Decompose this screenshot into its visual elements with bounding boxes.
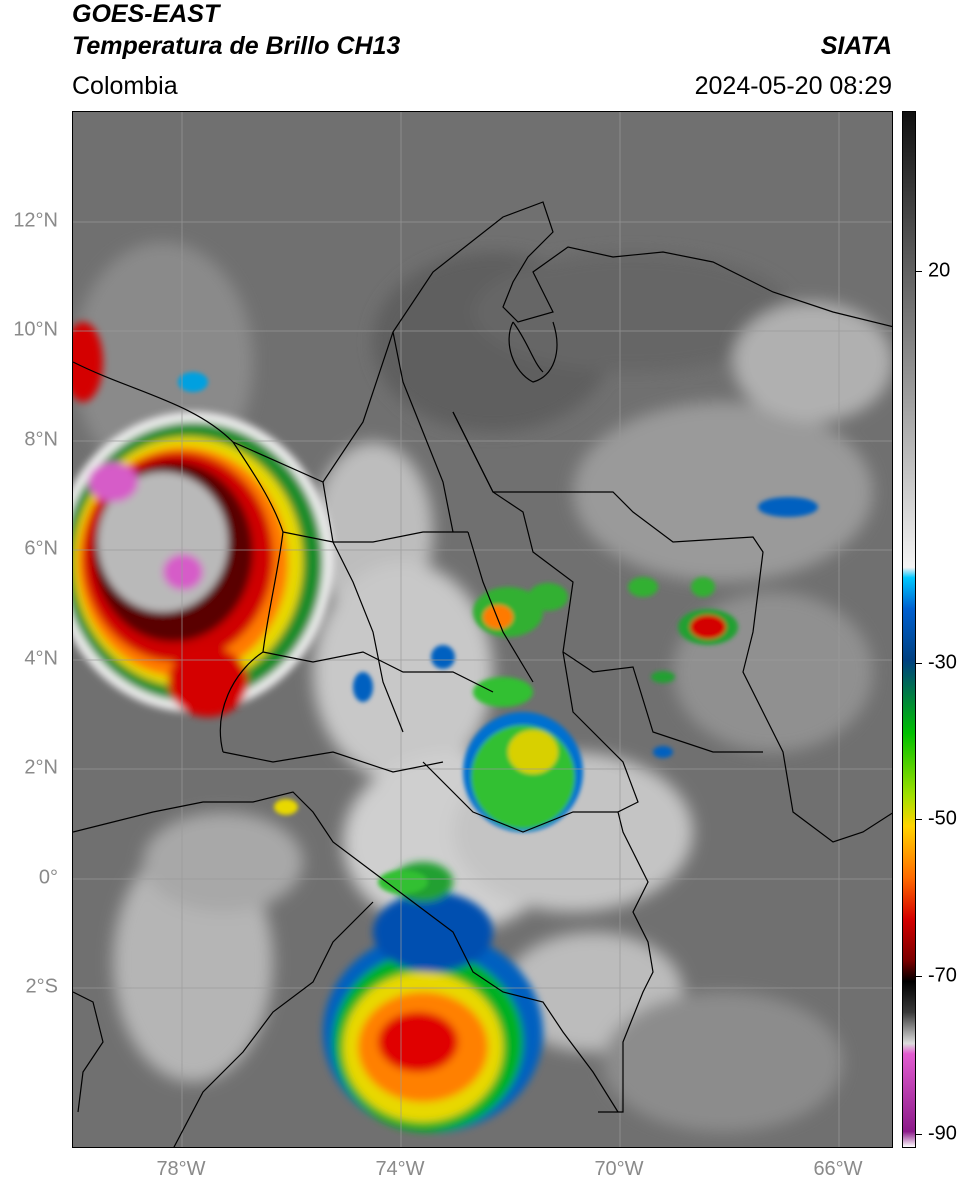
map-grid	[73, 112, 892, 1147]
lat-label-2s: 2°S	[25, 975, 58, 998]
colorbar-tick-minus70	[916, 976, 922, 977]
lon-label-66w: 66°W	[813, 1158, 863, 1180]
borders	[73, 201, 892, 1147]
timestamp-label: 2024-05-20 08:29	[694, 72, 892, 100]
map-canvas	[73, 112, 892, 1147]
colorbar-label-minus90: -90	[928, 1122, 957, 1145]
lat-label-6n: 6°N	[24, 537, 58, 560]
colorbar-label-minus30: -30	[928, 651, 957, 674]
lat-label-12n: 12°N	[13, 209, 58, 232]
colorbar-label-minus70: -70	[928, 964, 957, 987]
lon-label-74w: 74°W	[375, 1158, 425, 1180]
colorbar-label-minus50: -50	[928, 807, 957, 830]
lat-label-0: 0°	[38, 866, 58, 889]
lat-label-2n: 2°N	[24, 756, 58, 779]
organization-label: SIATA	[820, 32, 892, 60]
lat-label-10n: 10°N	[13, 318, 58, 341]
colorbar	[902, 111, 916, 1148]
lat-label-8n: 8°N	[24, 428, 58, 451]
product-title: Temperatura de Brillo CH13	[72, 32, 401, 60]
lat-label-4n: 4°N	[24, 647, 58, 670]
colorbar-tick-minus90	[916, 1134, 922, 1135]
colorbar-tick-20	[916, 271, 922, 272]
colorbar-tick-minus50	[916, 819, 922, 820]
central-storms	[178, 372, 818, 894]
colorbar-tick-minus30	[916, 663, 922, 664]
western-storm	[73, 322, 333, 717]
lon-label-78w: 78°W	[156, 1158, 206, 1180]
satellite-map	[72, 111, 893, 1148]
colorbar-label-20: 20	[928, 259, 951, 282]
region-label: Colombia	[72, 72, 178, 100]
satellite-title: GOES-EAST	[72, 0, 220, 28]
lon-label-70w: 70°W	[594, 1158, 644, 1180]
